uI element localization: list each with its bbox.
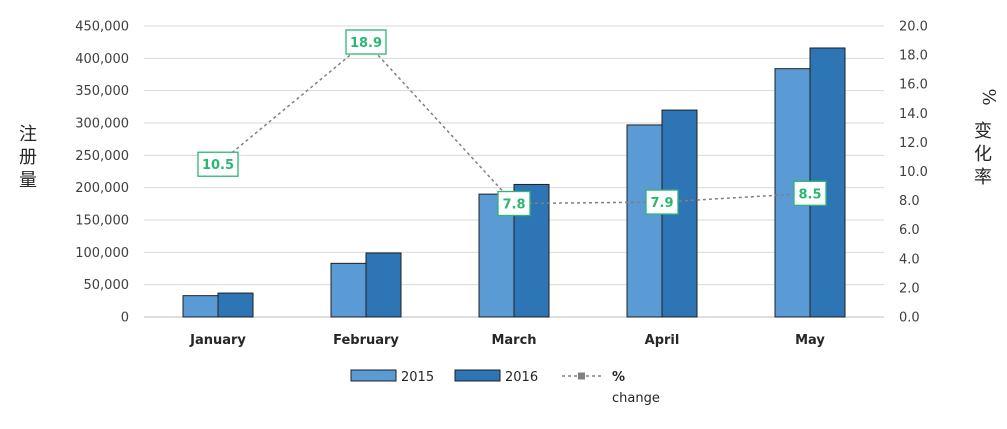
legend: 2015 2016 % change: [350, 369, 660, 406]
bar-series: [182, 47, 846, 318]
data-label: 18.9: [345, 29, 387, 55]
legend-label-percent: %: [612, 370, 625, 385]
axes: 0 50,000 100,000 150,000 200,000 250,000 300,0…: [19, 20, 999, 349]
legend-label-2015: 2015: [401, 370, 434, 385]
y-right-tick-label: 4.0: [899, 252, 920, 267]
data-label-text: 7.9: [650, 196, 673, 211]
y-left-tick-label: 0: [121, 311, 129, 326]
data-label: 7.8: [497, 190, 531, 217]
y-left-tick-label: 350,000: [75, 84, 129, 99]
x-tick-label: March: [491, 333, 536, 348]
y-right-tick-label: 8.0: [899, 194, 920, 209]
y-right-tick-label: 20.0: [899, 20, 928, 35]
x-tick-label: January: [189, 333, 246, 348]
data-label-box: [345, 29, 387, 55]
data-labels: 10.5 18.9 7.8 7.9 8.5: [197, 29, 827, 217]
data-label-text: 18.9: [350, 36, 382, 51]
y-right-axis-title-char: 化: [974, 144, 992, 165]
y-right-tick-label: 6.0: [899, 223, 920, 238]
y-right-tick-label: 16.0: [899, 78, 928, 93]
legend-label-change: change: [612, 391, 660, 406]
data-label: 7.9: [645, 189, 679, 215]
x-tick-label: April: [645, 333, 680, 348]
y-right-tick-label: 18.0: [899, 49, 928, 64]
bar-2016-january: [217, 292, 254, 318]
bar-2015-january: [182, 295, 219, 318]
y-left-tick-label: 150,000: [75, 214, 129, 229]
x-tick-label: February: [333, 333, 399, 348]
y-left-tick-label: 400,000: [75, 52, 129, 67]
x-tick-label: May: [795, 333, 825, 348]
y-right-tick-label: 10.0: [899, 165, 928, 180]
data-label-text: 10.5: [202, 158, 234, 173]
data-label: 10.5: [197, 151, 239, 177]
bar-2015-april: [626, 124, 663, 318]
y-left-axis-title-char: 册: [19, 147, 37, 168]
y-left-axis-title-char: 注: [19, 124, 37, 145]
y-right-tick-label: 0.0: [899, 311, 920, 326]
data-label-box: [645, 189, 679, 215]
data-label-text: 7.8: [502, 198, 525, 213]
percent-change-line-path: [217, 40, 811, 205]
legend-swatch-2016: [454, 369, 501, 382]
y-left-tick-label: 250,000: [75, 149, 129, 164]
data-label-box: [497, 190, 531, 217]
data-label: 8.5: [793, 180, 827, 206]
y-right-axis-title-char: 率: [974, 167, 992, 188]
y-right-tick-label: 14.0: [899, 107, 928, 122]
legend-swatch-2015: [350, 369, 397, 382]
y-left-axis-title-char: 量: [19, 170, 37, 191]
y-right-tick-label: 2.0: [899, 281, 920, 296]
bar-2015-february: [330, 262, 367, 318]
legend-label-2016: 2016: [505, 370, 538, 385]
data-label-box: [793, 180, 827, 206]
bar-2016-february: [365, 252, 402, 318]
y-right-axis-title-percent: %: [978, 88, 999, 105]
data-label-box: [197, 151, 239, 177]
y-left-tick-label: 50,000: [84, 278, 130, 293]
y-left-tick-label: 200,000: [75, 181, 129, 196]
data-label-text: 8.5: [798, 187, 821, 202]
y-right-axis-title-char: 变: [974, 121, 992, 142]
y-left-tick-label: 450,000: [75, 20, 129, 35]
y-right-tick-label: 12.0: [899, 136, 928, 151]
y-left-tick-label: 100,000: [75, 246, 129, 261]
y-left-tick-label: 300,000: [75, 117, 129, 132]
legend-marker-percent: [578, 372, 585, 380]
